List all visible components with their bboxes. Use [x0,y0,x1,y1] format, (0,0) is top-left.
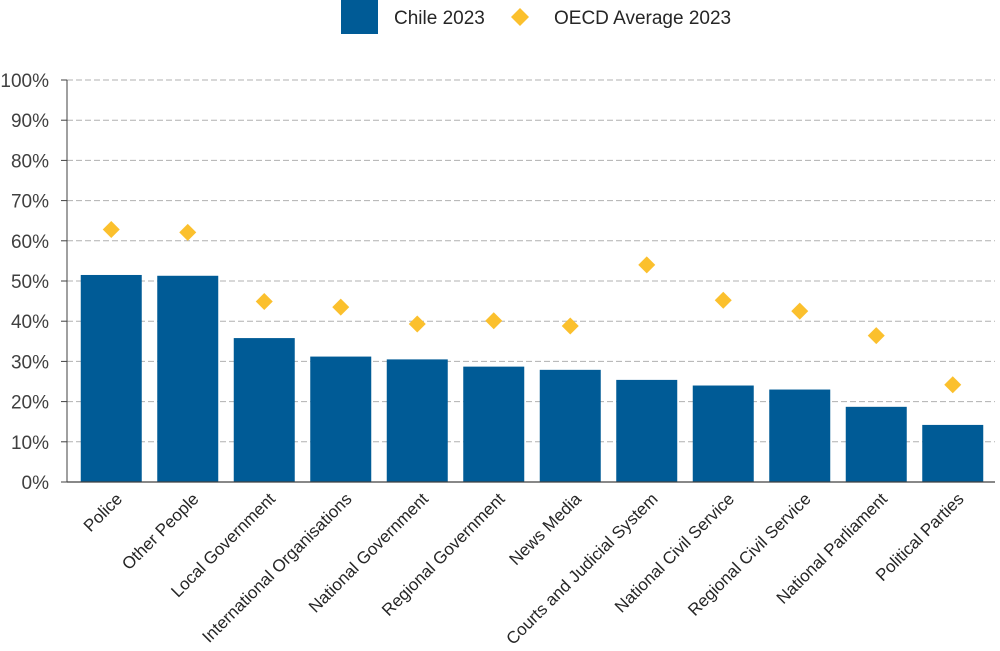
x-tick-label: Courts and Judicial System [502,489,661,648]
marker-point [179,223,197,241]
y-tick-label: 80% [11,151,49,172]
bar-series [80,274,984,482]
y-tick-label: 10% [11,433,49,454]
bar [692,385,754,482]
legend-swatch-diamond [511,8,529,26]
marker-point [561,317,579,335]
y-axis: 0% 10% 20% 30% 40% 50% 60% 70% 80% 90% 100% [0,71,68,494]
bar [80,274,142,482]
marker-point [714,291,732,309]
marker-point [255,293,273,311]
y-tick-label: 60% [11,232,49,253]
legend: Chile 2023 OECD Average 2023 [341,0,731,34]
marker-point [944,376,962,394]
y-tick-label: 0% [22,473,50,494]
marker-point [867,327,885,345]
x-tick-label: Police [80,489,126,535]
y-tick-label: 50% [11,272,49,293]
bar [539,369,601,482]
y-tick-label: 20% [11,393,49,414]
y-tick-label: 70% [11,192,49,213]
legend-swatch-bar [341,0,378,34]
bar [616,379,678,482]
x-tick-label: News Media [505,489,585,569]
legend-label: Chile 2023 [394,8,485,29]
bar [310,356,372,482]
legend-label: OECD Average 2023 [554,8,731,29]
bar [845,406,907,482]
grid [67,79,995,443]
bar [233,338,295,482]
x-tick-label: Other People [118,489,202,573]
x-tick-label: International Organisations [198,489,355,646]
bar [157,275,219,482]
bar [386,359,448,482]
y-tick-label: 40% [11,312,49,333]
marker-point [332,298,350,316]
bar [463,366,525,482]
marker-series [102,221,962,394]
bar [922,424,984,482]
x-tick-label: Regional Government [378,489,509,620]
marker-point [408,315,426,333]
bar [769,389,831,482]
marker-point [102,221,120,239]
marker-point [791,302,809,320]
y-tick-label: 100% [0,71,49,92]
marker-point [485,312,503,330]
y-tick-label: 30% [11,352,49,373]
marker-point [638,256,656,274]
y-tick-label: 90% [11,111,49,132]
